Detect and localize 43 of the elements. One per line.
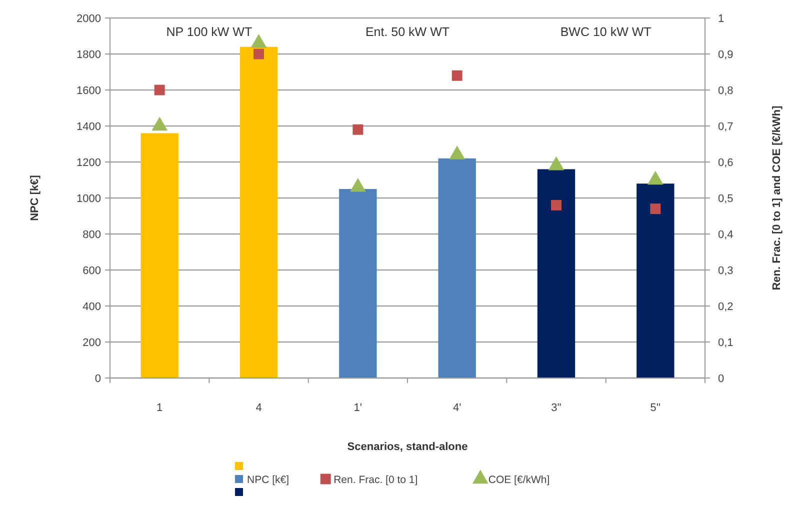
x-tick-label: 4 <box>256 402 262 414</box>
y2-tick-label: 1 <box>718 13 724 25</box>
y2-tick-label: 0,6 <box>718 157 734 169</box>
y2-tick-label: 0,3 <box>718 265 734 277</box>
annotation: Ent. 50 kW WT <box>365 25 450 39</box>
y2-tick-label: 0 <box>718 373 724 385</box>
bar <box>339 189 377 378</box>
y-axis-title: NPC [k€] <box>29 174 41 221</box>
y2-tick-label: 0,9 <box>718 49 734 61</box>
y-tick-label: 600 <box>82 265 101 277</box>
bar <box>140 133 178 378</box>
x-tick-label: 3'' <box>551 402 562 414</box>
annotation: NP 100 kW WT <box>166 25 252 39</box>
y2-axis-title: Ren. Frac. [0 to 1] and COE [€/kWh] <box>771 105 783 290</box>
y-tick-label: 1200 <box>76 157 101 169</box>
y-tick-label: 1800 <box>76 49 101 61</box>
bar <box>537 169 576 378</box>
y-tick-label: 0 <box>94 373 101 385</box>
y-tick-label: 200 <box>82 337 101 349</box>
annotation: BWC 10 kW WT <box>560 25 652 39</box>
x-tick-label: 1' <box>354 402 362 414</box>
y2-tick-label: 0,8 <box>718 85 734 97</box>
x-tick-label: 5'' <box>650 402 661 414</box>
bar <box>636 184 674 378</box>
y-tick-label: 1000 <box>76 193 101 205</box>
y2-tick-label: 0,1 <box>718 337 734 349</box>
y-tick-label: 800 <box>82 229 101 241</box>
legend-label: Ren. Frac. [0 to 1] <box>334 474 418 486</box>
bar <box>240 46 278 378</box>
y2-tick-label: 0,4 <box>718 229 734 241</box>
y-tick-label: 1600 <box>76 85 101 97</box>
x-tick-label: 4' <box>452 402 462 414</box>
x-tick-label: 1 <box>156 402 163 414</box>
y2-tick-label: 0,5 <box>718 193 734 205</box>
y2-tick-label: 0,2 <box>718 301 734 313</box>
y-tick-label: 1400 <box>76 121 101 133</box>
legend-label: COE [€/kWh] <box>488 474 550 486</box>
y-tick-label: 400 <box>82 301 101 313</box>
legend-label: NPC [k€] <box>247 474 290 486</box>
x-axis-title: Scenarios, stand-alone <box>347 441 468 453</box>
y-tick-label: 2000 <box>76 13 101 25</box>
y2-tick-label: 0,7 <box>718 121 734 133</box>
bar <box>438 158 476 378</box>
